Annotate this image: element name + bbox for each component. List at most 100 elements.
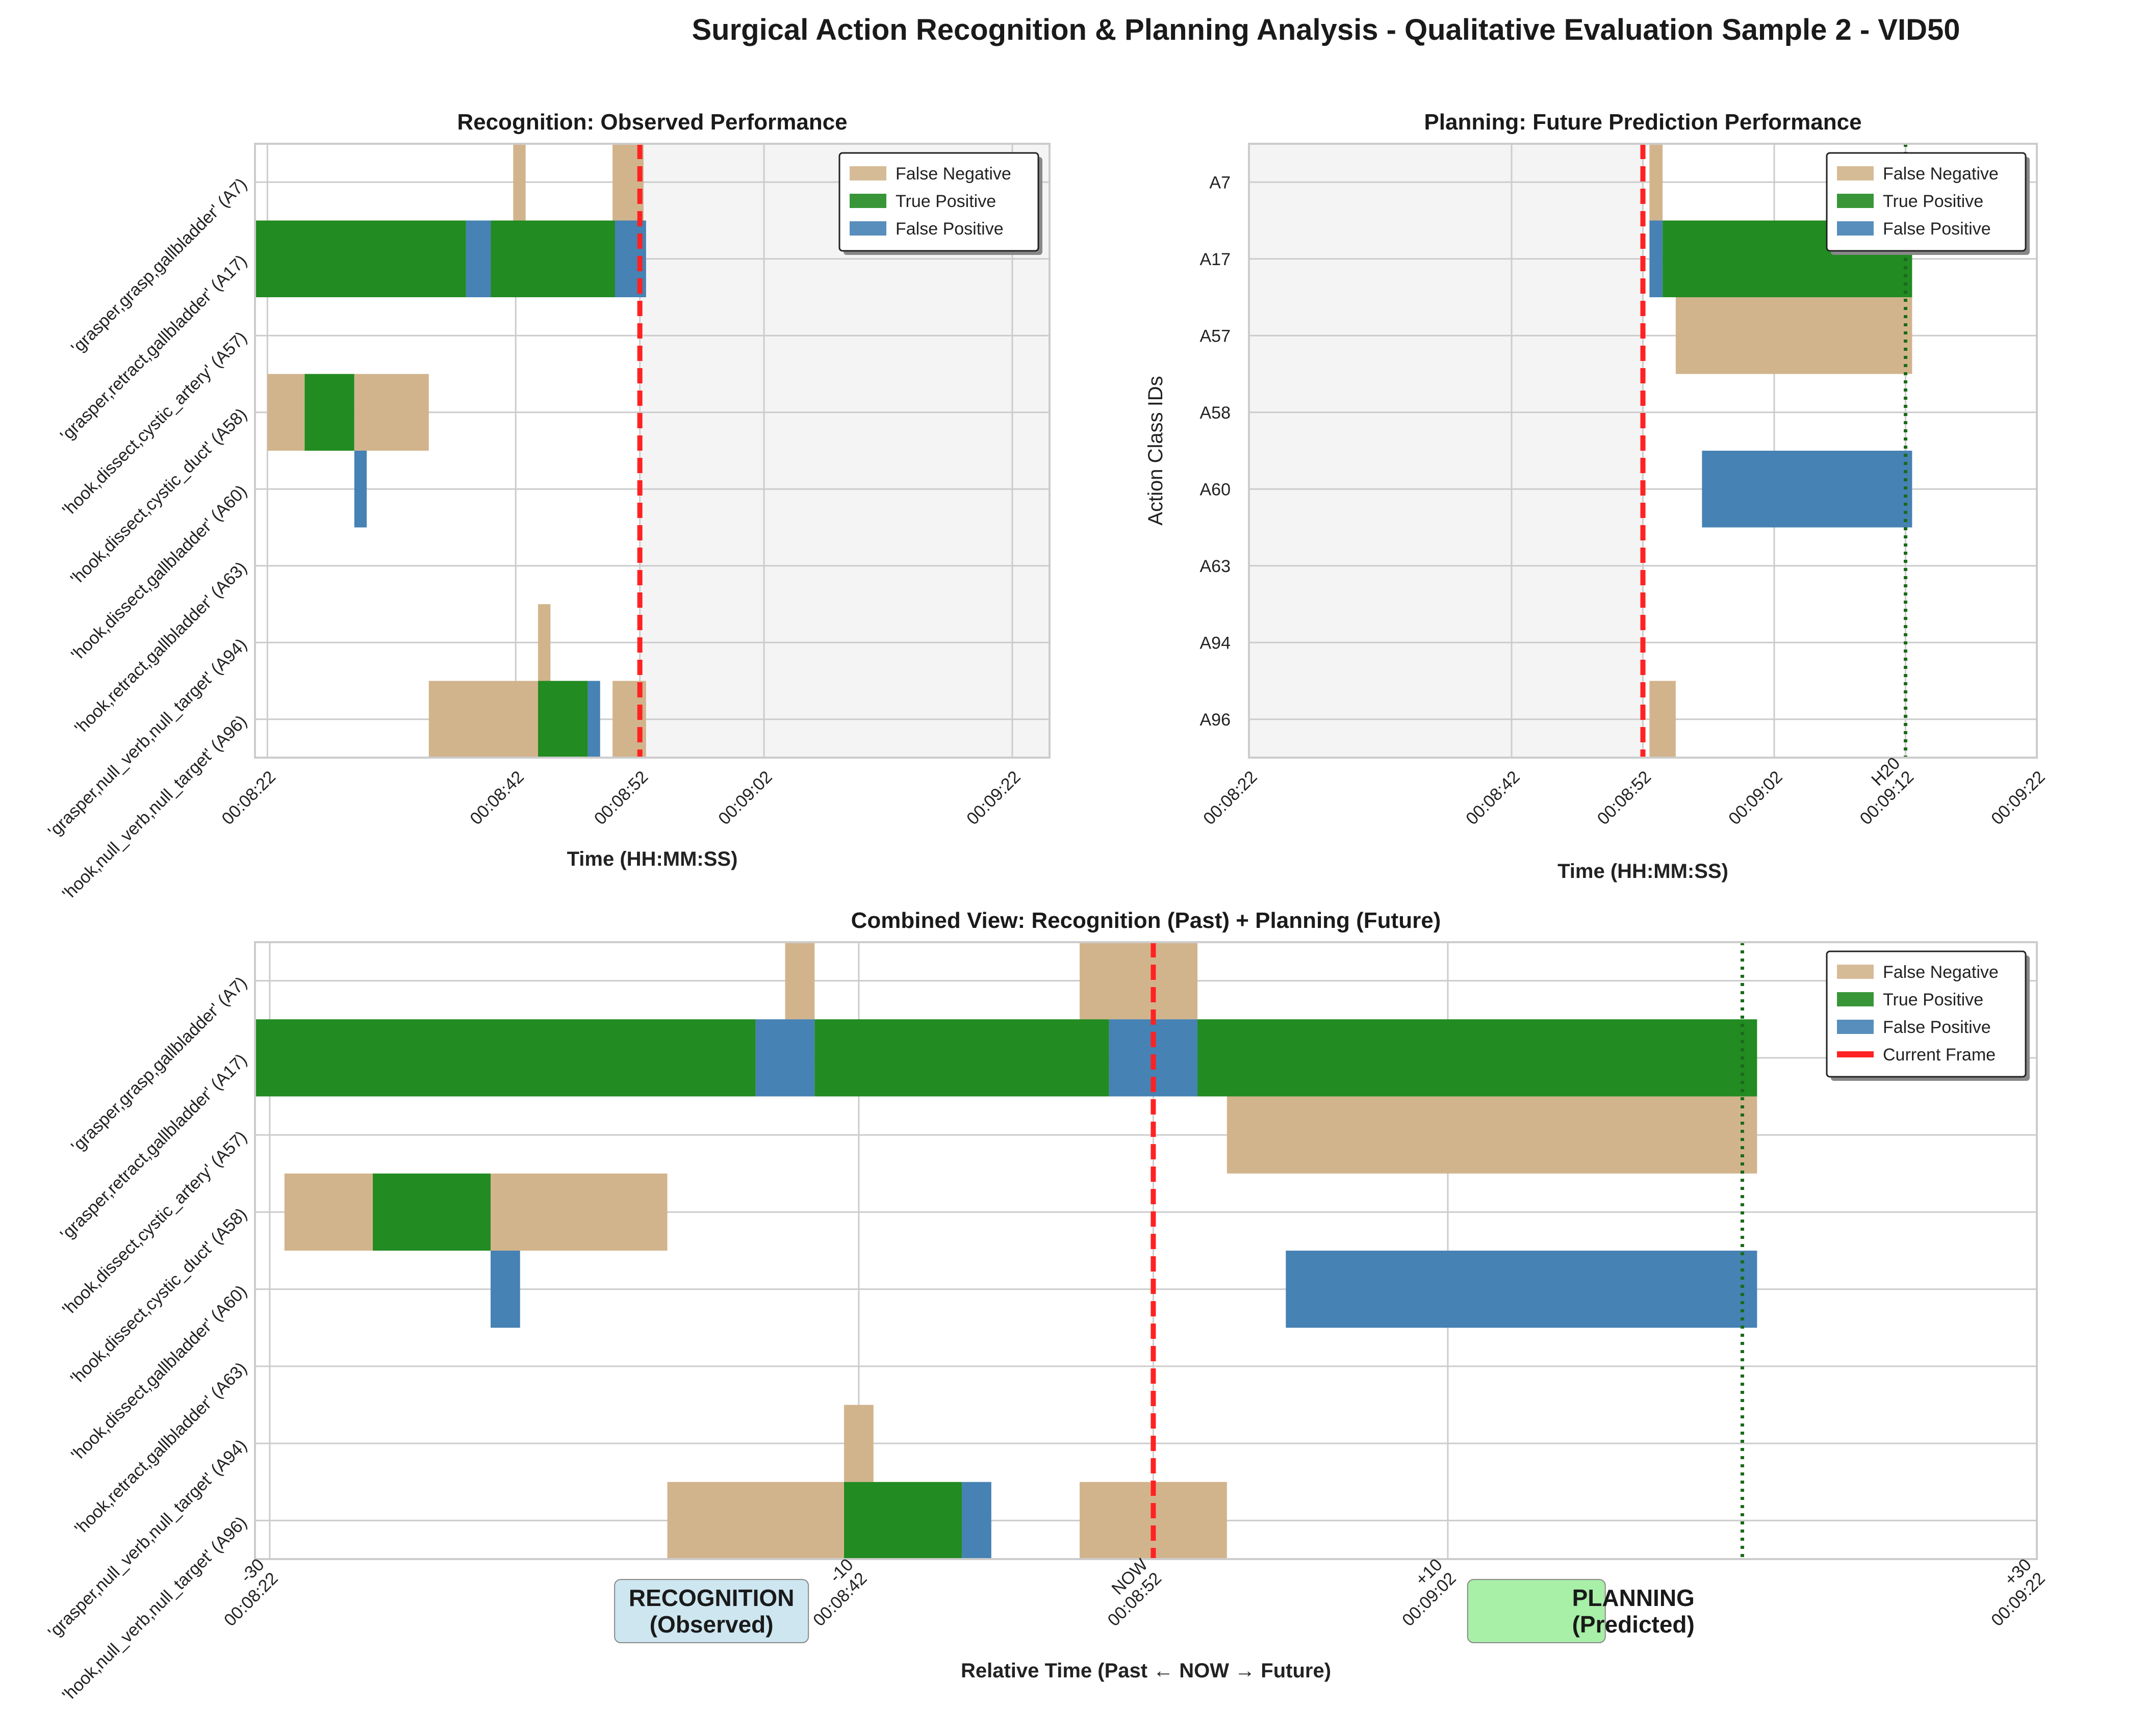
planning-panel: Planning: Future Prediction Performance A… <box>1144 110 2049 883</box>
x-axis-label: Relative Time (Past ← NOW → Future) <box>961 1660 1331 1682</box>
false-negative-bar <box>513 144 526 221</box>
legend-label: False Negative <box>1883 963 1999 982</box>
legend-swatch <box>850 221 886 236</box>
legend-frame <box>1826 950 2027 1078</box>
x-tick-label: 00:09:22 <box>963 767 1024 828</box>
false-positive-bar <box>587 681 600 758</box>
figure-title: Surgical Action Recognition & Planning A… <box>692 13 1960 46</box>
plot-frame <box>1248 143 2038 759</box>
legend-swatch <box>1837 992 1874 1006</box>
legend-label: False Positive <box>1883 1018 1991 1037</box>
true-positive-bar <box>538 681 588 758</box>
planning-phase-label-box <box>1467 1579 1606 1643</box>
x-axis-label: Time (HH:MM:SS) <box>1557 860 1728 883</box>
legend: False Negative True Positive False Positiv… <box>838 152 1042 255</box>
legend-swatch <box>1837 221 1874 236</box>
x-tick-label: H2000:09:12 <box>1843 754 1918 828</box>
false-negative-bar <box>844 1405 874 1482</box>
false-negative-bar <box>1649 144 1663 221</box>
legend-label: False Positive <box>896 219 1004 239</box>
x-tick-label: NOW00:08:52 <box>1090 1555 1165 1630</box>
false-negative-bar <box>491 1173 668 1251</box>
legend-frame <box>838 152 1039 252</box>
y-tick-label: A57 <box>1200 326 1231 346</box>
legend-swatch <box>1837 194 1874 208</box>
y-tick-label: A94 <box>1200 633 1231 653</box>
true-positive-bar <box>255 1019 756 1097</box>
true-positive-bar <box>255 220 466 297</box>
legend-swatch <box>1837 965 1874 979</box>
plot-frame <box>254 143 1051 759</box>
y-tick-label: A96 <box>1200 710 1231 730</box>
x-tick-label: 00:08:22 <box>218 767 279 828</box>
true-positive-bar <box>814 1019 1109 1097</box>
x-tick-label: 00:08:22 <box>1199 767 1261 828</box>
legend-label: True Positive <box>1883 192 1983 211</box>
recognition-phase-label-box <box>614 1579 809 1643</box>
x-tick-label: +3000:09:22 <box>1974 1555 2049 1630</box>
panel-title: Recognition: Observed Performance <box>457 110 847 135</box>
false-positive-bar <box>1286 1251 1757 1328</box>
false-negative-bar <box>1649 681 1676 758</box>
x-tick-label: 00:08:52 <box>1594 767 1655 828</box>
true-positive-bar <box>491 220 615 297</box>
legend-label: Current Frame <box>1883 1045 1996 1065</box>
x-tick-label: -3000:08:22 <box>207 1555 282 1630</box>
false-positive-bar <box>755 1019 815 1097</box>
legend-label: True Positive <box>1883 990 1983 1009</box>
panel-title: Planning: Future Prediction Performance <box>1424 110 1861 135</box>
y-tick-label: A60 <box>1200 480 1231 499</box>
false-negative-bar <box>428 681 539 758</box>
panel-title: Combined View: Recognition (Past) + Plan… <box>851 908 1441 933</box>
false-negative-bar <box>785 942 815 1020</box>
y-tick-label: A7 <box>1209 173 1231 192</box>
x-tick-label: 00:09:02 <box>714 767 776 828</box>
false-negative-bar <box>1227 1096 1757 1174</box>
legend-label: False Positive <box>1883 219 1991 239</box>
legend-label: False Negative <box>896 164 1011 184</box>
true-positive-bar <box>304 374 354 451</box>
false-negative-bar <box>354 374 429 451</box>
y-tick-label: A58 <box>1200 403 1231 423</box>
combined-panel: Combined View: Recognition (Past) + Plan… <box>44 908 2049 1705</box>
false-positive-bar <box>1702 451 1912 528</box>
y-tick-label: A17 <box>1200 250 1231 269</box>
legend-frame <box>1826 152 2027 252</box>
y-tick-label: A63 <box>1200 557 1231 576</box>
false-negative-bar <box>1675 297 1912 374</box>
legend: False Negative True Positive False Positiv… <box>1826 950 2030 1081</box>
false-negative-bar <box>538 604 551 681</box>
false-positive-bar <box>491 1251 520 1328</box>
false-negative-bar <box>267 374 305 451</box>
legend-swatch <box>850 166 886 180</box>
false-negative-bar <box>1080 942 1198 1020</box>
past-shade <box>1249 144 1643 758</box>
legend-swatch <box>850 194 886 208</box>
x-tick-label: 00:09:02 <box>1725 767 1786 828</box>
false-positive-bar <box>962 1482 991 1559</box>
x-tick-label: 00:09:22 <box>1987 767 2049 828</box>
plot-frame <box>254 941 2038 1560</box>
false-positive-bar <box>354 451 367 528</box>
x-tick-label: 00:08:42 <box>1462 767 1523 828</box>
x-tick-label: 00:08:42 <box>466 767 527 828</box>
false-positive-bar <box>1649 220 1663 297</box>
x-axis-label: Time (HH:MM:SS) <box>567 848 738 870</box>
legend-label: True Positive <box>896 192 996 211</box>
legend-swatch <box>1837 166 1874 180</box>
recognition-phase-label: RECOGNITION (Observed) <box>629 1585 795 1638</box>
false-negative-bar <box>284 1173 373 1251</box>
legend-swatch <box>1837 1020 1874 1034</box>
x-tick-label: 00:08:52 <box>591 767 652 828</box>
false-positive-bar <box>466 220 491 297</box>
y-axis-label: Action Class IDs <box>1144 376 1167 525</box>
legend: False Negative True Positive False Positiv… <box>1826 152 2030 255</box>
true-positive-bar <box>1197 1019 1757 1097</box>
legend-label: False Negative <box>1883 164 1999 184</box>
planning-phase-label: PLANNING (Predicted) <box>1572 1585 1695 1638</box>
false-negative-bar <box>667 1482 845 1559</box>
x-tick-label: +1000:09:02 <box>1385 1555 1460 1630</box>
true-positive-bar <box>844 1482 962 1559</box>
true-positive-bar <box>373 1173 491 1251</box>
